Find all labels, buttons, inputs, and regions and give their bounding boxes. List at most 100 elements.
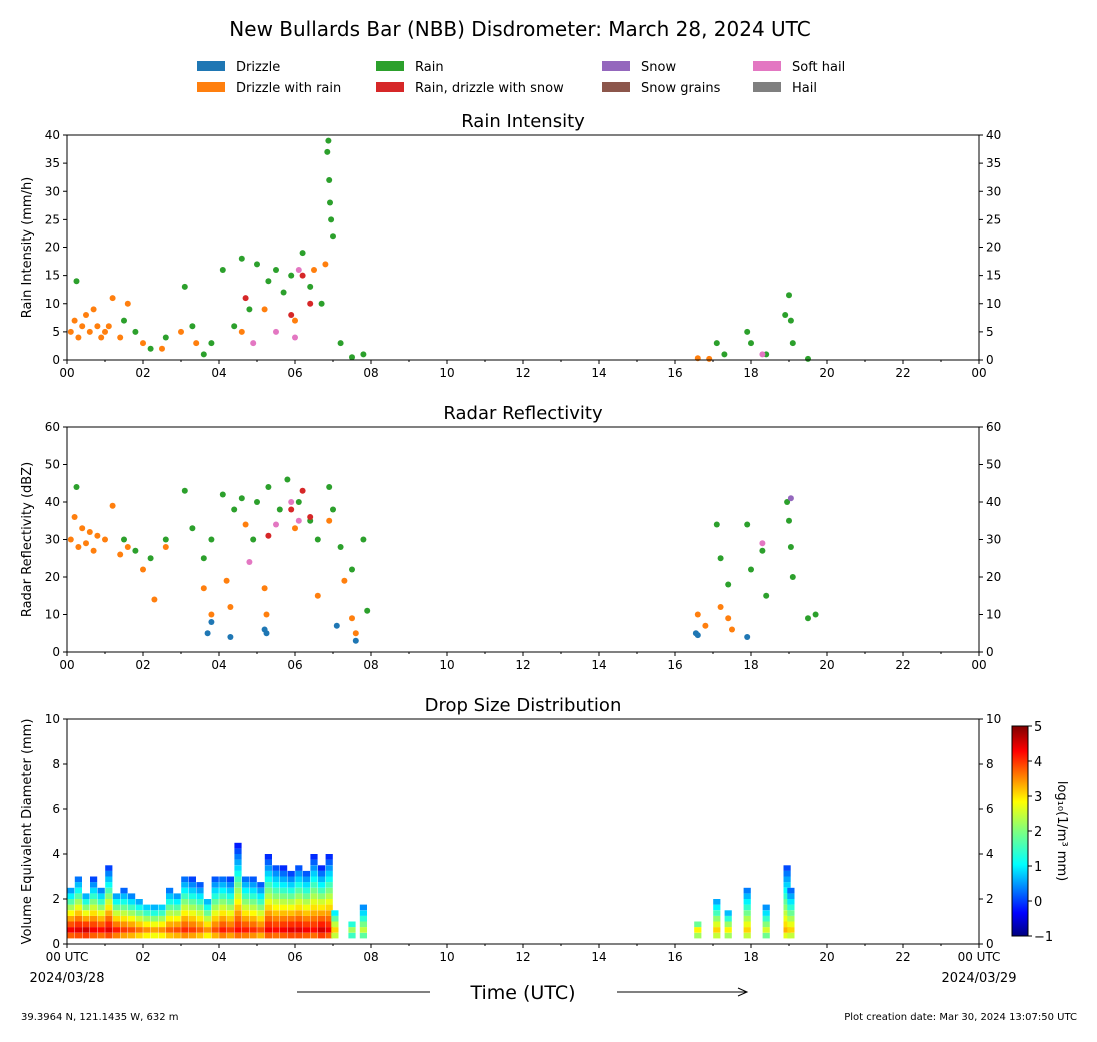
x-tick-label: 16 bbox=[667, 950, 682, 964]
data-point bbox=[292, 334, 298, 341]
heatmap-cell bbox=[82, 932, 90, 939]
heatmap-cell bbox=[97, 932, 105, 939]
y-tick-label-right: 40 bbox=[986, 128, 1001, 142]
data-point bbox=[295, 499, 302, 505]
heatmap-cell bbox=[348, 932, 356, 939]
heatmap-cell bbox=[743, 915, 751, 922]
data-point bbox=[706, 355, 713, 362]
heatmap-cell bbox=[287, 882, 295, 888]
heatmap-cell bbox=[242, 882, 250, 888]
data-point bbox=[713, 340, 720, 347]
data-point bbox=[94, 323, 101, 330]
heatmap-cell bbox=[257, 910, 265, 916]
heatmap-cell bbox=[331, 921, 339, 928]
heatmap-cell bbox=[295, 899, 303, 905]
data-point bbox=[717, 555, 724, 562]
heatmap-cell bbox=[762, 904, 770, 911]
heatmap-cell bbox=[135, 927, 143, 933]
data-point bbox=[360, 351, 367, 358]
y-tick-label-right: 0 bbox=[986, 353, 994, 367]
data-point bbox=[79, 323, 86, 330]
heatmap-cell bbox=[82, 915, 90, 922]
data-point bbox=[246, 559, 253, 565]
data-point bbox=[90, 306, 97, 313]
y-tick-label-left: 0 bbox=[52, 645, 60, 659]
footer-creation-date: Plot creation date: Mar 30, 2024 13:07:5… bbox=[844, 1012, 1077, 1023]
heatmap-cell bbox=[249, 910, 257, 916]
data-point bbox=[787, 544, 794, 550]
heatmap-cell bbox=[272, 904, 280, 911]
x-tick-label: 22 bbox=[895, 366, 910, 380]
data-point bbox=[219, 491, 226, 498]
heatmap-cell bbox=[105, 904, 113, 911]
heatmap-cell bbox=[787, 910, 795, 916]
heatmap-cell bbox=[158, 915, 166, 922]
y-tick-label-left: 20 bbox=[45, 570, 60, 584]
data-point bbox=[273, 521, 279, 528]
heatmap-cell bbox=[112, 904, 120, 911]
y-tick-label-left: 5 bbox=[52, 325, 60, 339]
heatmap-cell bbox=[325, 921, 333, 928]
legend-label: Soft hail bbox=[792, 60, 845, 75]
heatmap-cell bbox=[67, 927, 75, 933]
heatmap-cell bbox=[143, 904, 151, 911]
data-point bbox=[311, 267, 317, 273]
x-tick-label: 04 bbox=[211, 366, 226, 380]
heatmap-cell bbox=[234, 876, 242, 883]
heatmap-cell bbox=[242, 876, 250, 883]
heatmap-cell bbox=[173, 927, 181, 933]
data-point bbox=[694, 632, 701, 639]
heatmap-cell bbox=[204, 899, 212, 905]
heatmap-cell bbox=[287, 870, 295, 877]
x-tick-label: 00 UTC bbox=[958, 950, 1001, 964]
y-tick-label-right: 20 bbox=[986, 241, 1001, 255]
data-point bbox=[162, 536, 169, 543]
heatmap-cell bbox=[302, 870, 310, 877]
data-point bbox=[189, 525, 196, 532]
heatmap-cell bbox=[219, 887, 227, 894]
heatmap-cell bbox=[181, 887, 189, 894]
data-point bbox=[208, 536, 215, 543]
data-point bbox=[117, 334, 124, 341]
heatmap-cell bbox=[188, 887, 196, 894]
x-tick-label: 02 bbox=[135, 658, 150, 672]
heatmap-cell bbox=[310, 899, 318, 905]
heatmap-cell bbox=[219, 876, 227, 883]
heatmap-cell bbox=[105, 887, 113, 894]
data-point bbox=[109, 295, 116, 302]
data-point bbox=[132, 328, 139, 335]
data-point bbox=[67, 536, 74, 543]
heatmap-cell bbox=[280, 910, 288, 916]
y-tick-label-right: 0 bbox=[986, 937, 994, 951]
data-point bbox=[318, 300, 325, 307]
heatmap-cell bbox=[150, 921, 158, 928]
heatmap-cell bbox=[105, 865, 113, 871]
heatmap-cell bbox=[325, 893, 333, 899]
heatmap-cell bbox=[318, 876, 326, 883]
heatmap-cell bbox=[181, 927, 189, 933]
heatmap-cell bbox=[120, 921, 128, 928]
heatmap-cell bbox=[272, 927, 280, 933]
heatmap-cell bbox=[219, 915, 227, 922]
heatmap-cell bbox=[196, 893, 204, 899]
heatmap-cell bbox=[359, 927, 367, 933]
heatmap-cell bbox=[724, 927, 732, 933]
data-point bbox=[330, 506, 336, 513]
heatmap-cell bbox=[295, 904, 303, 911]
heatmap-cell bbox=[226, 915, 234, 922]
heatmap-cell bbox=[318, 882, 326, 888]
data-point bbox=[288, 312, 295, 318]
heatmap-cell bbox=[318, 915, 326, 922]
x-axis-label: Time (UTC) bbox=[469, 982, 575, 1004]
heatmap-cell bbox=[188, 899, 196, 905]
heatmap-cell bbox=[105, 893, 113, 899]
data-point bbox=[238, 328, 245, 335]
heatmap-cell bbox=[783, 910, 791, 916]
heatmap-cell bbox=[234, 893, 242, 899]
heatmap-cell bbox=[211, 899, 219, 905]
x-tick-label: 18 bbox=[743, 366, 758, 380]
x-tick-label: 14 bbox=[591, 658, 606, 672]
heatmap-cell bbox=[762, 932, 770, 939]
data-point bbox=[254, 499, 260, 505]
heatmap-cell bbox=[310, 921, 318, 928]
